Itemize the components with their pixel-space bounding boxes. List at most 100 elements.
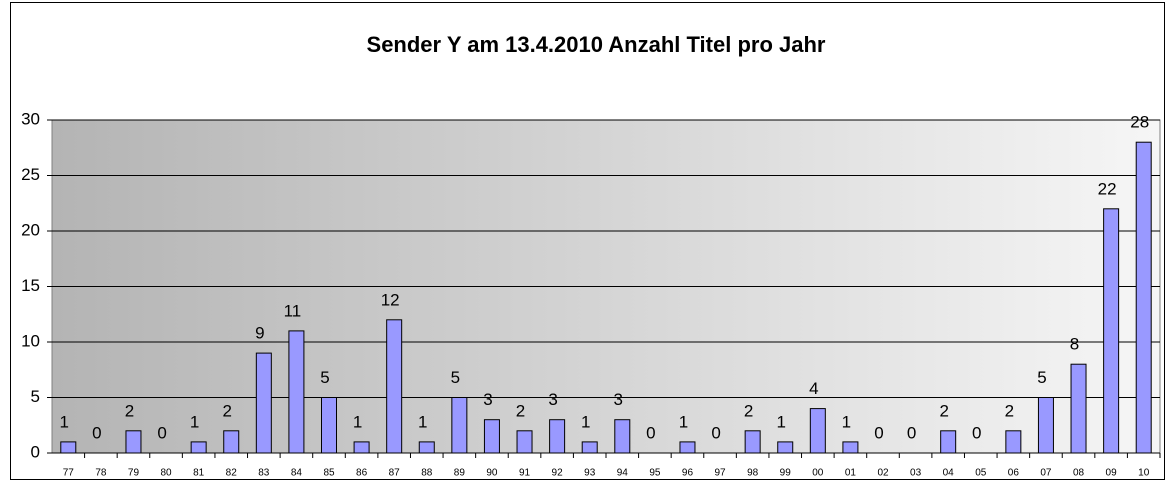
bar [679, 441, 696, 454]
bar [1005, 430, 1022, 454]
data-label: 3 [614, 390, 623, 409]
data-label: 0 [874, 423, 883, 442]
data-label: 3 [483, 390, 492, 409]
data-label: 2 [125, 401, 134, 420]
bar [809, 408, 826, 454]
bar [1135, 141, 1152, 454]
data-label: 2 [744, 401, 753, 420]
data-label: 12 [381, 290, 400, 309]
bar [386, 319, 403, 454]
bar [1103, 208, 1120, 454]
y-tick-label: 20 [21, 220, 40, 239]
data-label: 1 [418, 412, 427, 431]
x-tick-label: 77 [63, 468, 75, 479]
data-label: 0 [907, 423, 916, 442]
y-tick-label: 5 [31, 387, 40, 406]
data-label: 1 [190, 412, 199, 431]
x-tick-label: 04 [943, 468, 955, 479]
bar [190, 441, 207, 454]
data-label: 1 [60, 412, 69, 431]
y-tick-label: 25 [21, 165, 40, 184]
bar [777, 441, 794, 454]
data-label: 1 [777, 412, 786, 431]
x-tick-label: 94 [617, 468, 629, 479]
data-label: 0 [711, 423, 720, 442]
data-label: 0 [157, 423, 166, 442]
x-tick-label: 89 [454, 468, 466, 479]
data-label: 2 [223, 401, 232, 420]
bar [581, 441, 598, 454]
y-tick-label: 0 [31, 442, 40, 461]
x-tick-label: 87 [389, 468, 401, 479]
x-tick-label: 00 [812, 468, 824, 479]
data-label: 0 [972, 423, 981, 442]
data-label: 5 [451, 368, 460, 387]
x-tick-label: 10 [1138, 468, 1150, 479]
data-label: 1 [842, 412, 851, 431]
x-tick-label: 09 [1106, 468, 1118, 479]
bar [353, 441, 370, 454]
data-label: 5 [320, 368, 329, 387]
data-label: 11 [284, 301, 302, 320]
bar [125, 430, 142, 454]
data-label: 4 [809, 379, 818, 398]
bar [321, 397, 337, 454]
data-label: 9 [255, 324, 264, 343]
x-tick-label: 85 [323, 468, 335, 479]
x-tick-label: 08 [1073, 468, 1085, 479]
x-tick-label: 92 [552, 468, 564, 479]
bar [1037, 397, 1054, 454]
x-tick-label: 99 [780, 468, 792, 479]
x-tick-label: 78 [95, 468, 107, 479]
data-label: 28 [1130, 113, 1149, 132]
x-tick-label: 88 [421, 468, 433, 479]
bar [1070, 363, 1087, 454]
x-tick-label: 86 [356, 468, 368, 479]
x-tick-label: 02 [877, 468, 889, 479]
y-tick-label: 30 [21, 109, 40, 128]
data-label: 3 [548, 390, 557, 409]
data-label: 1 [679, 412, 688, 431]
bar [842, 441, 859, 454]
x-tick-label: 05 [975, 468, 987, 479]
x-tick-label: 80 [160, 468, 172, 479]
x-tick-label: 01 [845, 468, 857, 479]
data-label: 5 [1037, 368, 1046, 387]
x-tick-label: 96 [682, 468, 694, 479]
data-label: 1 [353, 412, 362, 431]
y-tick-label: 10 [21, 331, 40, 350]
bar [744, 430, 761, 454]
bar [940, 430, 957, 454]
x-tick-label: 93 [584, 468, 596, 479]
data-label: 22 [1098, 179, 1117, 198]
data-label: 2 [939, 401, 948, 420]
bar [60, 441, 77, 454]
bar [288, 330, 305, 454]
data-label: 0 [92, 423, 101, 442]
x-tick-label: 07 [1040, 468, 1052, 479]
x-tick-label: 81 [193, 468, 205, 479]
bar [223, 430, 240, 454]
x-tick-label: 98 [747, 468, 759, 479]
data-label: 8 [1070, 335, 1079, 354]
data-label: 0 [646, 423, 655, 442]
data-label: 2 [516, 401, 525, 420]
bar [418, 441, 435, 454]
bar [255, 352, 272, 454]
bar [614, 419, 631, 454]
y-tick-label: 15 [21, 276, 40, 295]
data-label: 1 [581, 412, 590, 431]
x-tick-label: 84 [291, 468, 303, 479]
x-tick-label: 83 [258, 468, 270, 479]
chart-title: Sender Y am 13.4.2010 Anzahl Titel pro J… [367, 32, 826, 57]
bar [549, 419, 566, 454]
x-tick-label: 91 [519, 468, 531, 479]
x-tick-label: 95 [649, 468, 661, 479]
x-tick-label: 79 [128, 468, 140, 479]
x-tick-label: 03 [910, 468, 922, 479]
x-tick-label: 06 [1008, 468, 1020, 479]
x-tick-label: 97 [714, 468, 726, 479]
x-tick-label: 82 [226, 468, 238, 479]
bar [516, 430, 533, 454]
